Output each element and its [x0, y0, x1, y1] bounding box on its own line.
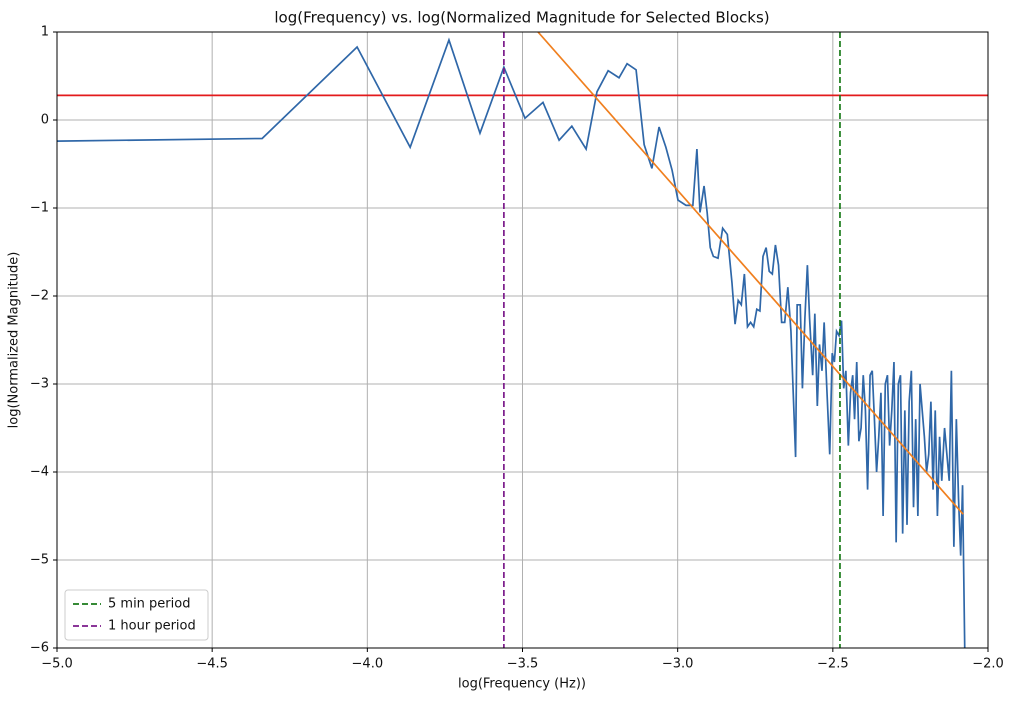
y-tick-label: −3: [30, 377, 49, 392]
legend-label: 5 min period: [108, 597, 190, 612]
x-tick-label: −4.5: [196, 657, 228, 672]
x-tick-label: −3.0: [662, 657, 694, 672]
series-line: [537, 32, 964, 515]
legend-label: 1 hour period: [108, 619, 196, 634]
legend-box: [64, 589, 209, 641]
plot-frame: [56, 31, 989, 649]
y-axis-label: log(Normalized Magnitude): [7, 252, 22, 429]
y-tick-label: −2: [30, 289, 49, 304]
x-tick-label: −4.0: [352, 657, 384, 672]
x-tick-label: −2.0: [972, 657, 1004, 672]
x-tick-label: −2.5: [817, 657, 849, 672]
x-tick-label: −5.0: [41, 657, 73, 672]
series-line: [57, 37, 966, 648]
x-tick-label: −3.5: [507, 657, 539, 672]
chart-title: log(Frequency) vs. log(Normalized Magnit…: [274, 9, 769, 27]
y-tick-label: −1: [30, 201, 49, 216]
y-tick-label: −5: [30, 553, 49, 568]
x-axis-label: log(Frequency (Hz)): [458, 677, 586, 692]
y-tick-label: −4: [30, 465, 49, 480]
y-tick-label: −6: [30, 641, 49, 656]
y-tick-label: 1: [41, 25, 49, 40]
y-tick-label: 0: [41, 113, 49, 128]
